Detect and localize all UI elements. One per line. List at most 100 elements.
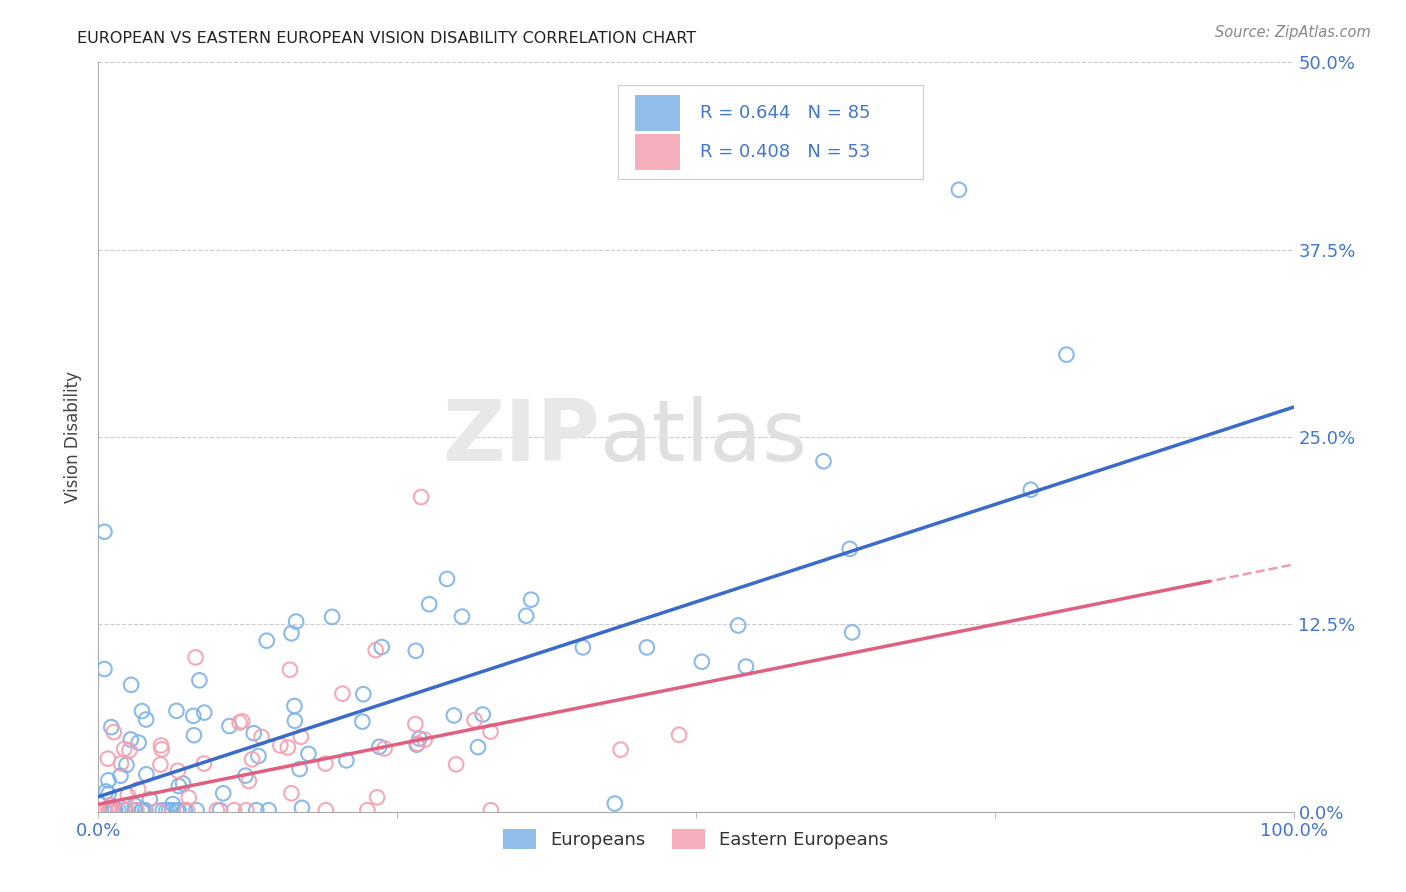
Point (603, 797, 626, 811)
Point (218, 719, 240, 733)
Point (131, 803, 153, 817)
Point (157, 803, 180, 817)
Point (107, 803, 129, 817)
Point (1019, 483, 1042, 497)
Point (520, 592, 543, 607)
Point (188, 673, 211, 688)
Point (162, 803, 184, 817)
Point (177, 790, 200, 805)
Point (93, 662, 115, 676)
Point (112, 742, 135, 756)
Point (231, 714, 253, 729)
Point (94, 803, 117, 817)
Point (280, 786, 302, 800)
Point (332, 687, 354, 701)
Bar (636, 95, 681, 130)
Point (166, 764, 188, 778)
Point (184, 650, 207, 665)
Y-axis label: Vision Disability: Vision Disability (65, 371, 83, 503)
Point (406, 737, 429, 751)
Point (418, 597, 440, 611)
Point (205, 803, 228, 817)
Point (118, 743, 141, 757)
Point (100, 803, 122, 817)
Point (135, 767, 157, 781)
Point (370, 640, 392, 654)
Point (283, 698, 305, 713)
Point (463, 713, 485, 727)
Point (405, 644, 427, 658)
Point (690, 655, 713, 669)
Point (94, 784, 117, 798)
Point (314, 756, 336, 771)
Point (117, 789, 139, 803)
Point (838, 541, 860, 556)
Point (193, 706, 215, 720)
Point (479, 724, 502, 739)
Point (93, 803, 115, 817)
Point (250, 730, 273, 744)
Point (97, 803, 120, 817)
Point (128, 736, 150, 750)
Point (467, 740, 489, 755)
Text: EUROPEAN VS EASTERN EUROPEAN VISION DISABILITY CORRELATION CHART: EUROPEAN VS EASTERN EUROPEAN VISION DISA… (77, 31, 696, 46)
Point (288, 762, 311, 776)
Point (352, 687, 374, 701)
Point (155, 803, 177, 817)
Point (235, 769, 257, 783)
Point (451, 609, 474, 624)
Point (193, 756, 215, 771)
Text: atlas: atlas (600, 395, 808, 479)
Point (173, 803, 195, 817)
Point (114, 803, 136, 817)
Point (315, 803, 337, 817)
Point (120, 678, 142, 692)
Point (238, 774, 260, 789)
Point (134, 803, 156, 817)
Point (515, 608, 537, 623)
Point (352, 714, 374, 729)
Point (166, 803, 188, 817)
Point (97, 787, 120, 801)
Point (668, 728, 690, 742)
Point (572, 640, 595, 655)
Point (172, 777, 194, 791)
Point (609, 742, 631, 756)
Point (150, 742, 173, 756)
Legend: Europeans, Eastern Europeans: Europeans, Eastern Europeans (496, 822, 896, 856)
Point (366, 790, 388, 805)
Point (1056, 348, 1078, 362)
Point (100, 798, 122, 813)
Point (240, 752, 263, 766)
Point (120, 732, 142, 747)
Point (131, 704, 153, 718)
Point (321, 610, 343, 624)
Point (297, 747, 319, 761)
Point (242, 726, 264, 740)
Point (150, 739, 173, 753)
Point (813, 454, 835, 468)
Point (139, 792, 162, 806)
Text: ZIP: ZIP (443, 395, 600, 479)
Point (135, 713, 157, 727)
Point (356, 803, 378, 817)
Point (245, 803, 267, 817)
Point (167, 803, 190, 817)
Point (146, 803, 169, 817)
Point (411, 490, 433, 504)
Point (101, 803, 124, 817)
Point (101, 803, 124, 817)
Point (280, 626, 302, 640)
Point (100, 720, 122, 734)
Point (284, 714, 307, 728)
Point (404, 717, 426, 731)
Point (247, 749, 270, 764)
Point (186, 803, 208, 817)
Point (948, 183, 970, 197)
Point (209, 803, 232, 817)
Text: R = 0.408   N = 53: R = 0.408 N = 53 (700, 143, 870, 161)
Point (285, 615, 308, 629)
Bar (636, 134, 681, 169)
Point (127, 782, 149, 797)
Point (443, 708, 465, 723)
